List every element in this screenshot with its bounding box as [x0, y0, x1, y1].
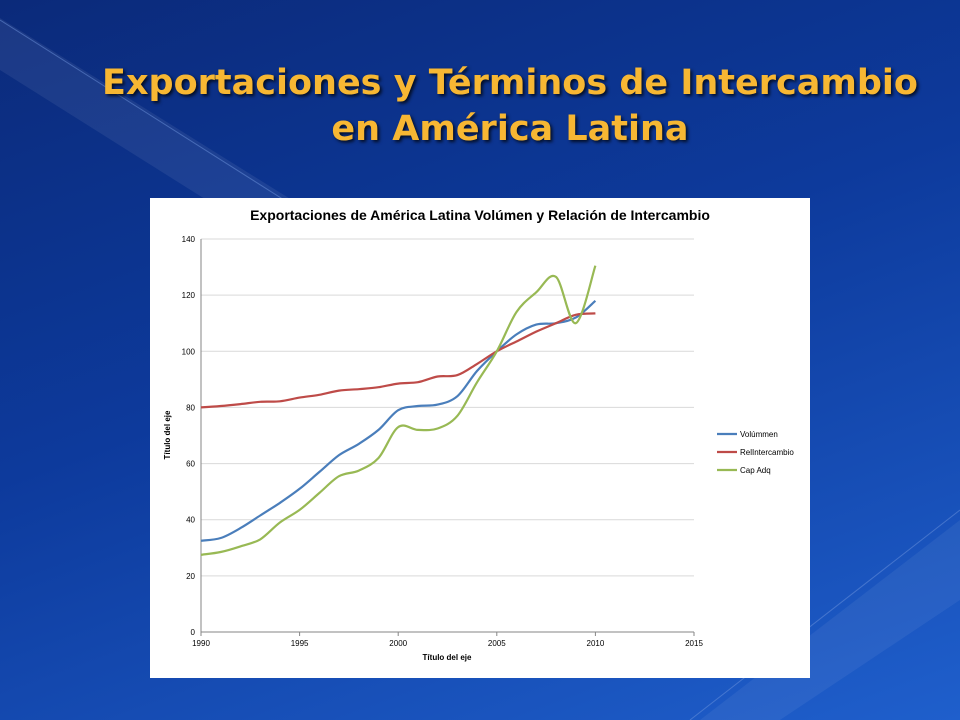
y-tick-label: 120 — [182, 291, 196, 300]
legend: Volúmmen RelIntercambio Cap Adq — [717, 430, 794, 475]
series-line-2 — [200, 312, 596, 409]
y-tick-label: 60 — [186, 460, 195, 469]
chart-title: Exportaciones de América Latina Volúmen … — [250, 207, 710, 223]
series-line-1 — [200, 299, 597, 542]
x-tick-label: 2010 — [587, 639, 605, 648]
y-tick-label: 100 — [182, 347, 196, 356]
x-tick-label: 1995 — [291, 639, 309, 648]
x-tick-label: 2000 — [389, 639, 407, 648]
x-tick-label: 2005 — [488, 639, 506, 648]
legend-label: Volúmmen — [740, 430, 778, 439]
series-line-3 — [200, 265, 597, 556]
slide-title: Exportaciones y Términos de Intercambio … — [100, 60, 920, 152]
legend-label: RelIntercambio — [740, 448, 794, 457]
line-chart: Exportaciones de América Latina Volúmen … — [163, 207, 794, 662]
x-tick-label: 1990 — [192, 639, 210, 648]
x-tick-label: 2015 — [685, 639, 703, 648]
y-tick-label: 40 — [186, 516, 195, 525]
series-lines — [200, 265, 597, 556]
y-tick-label: 0 — [191, 628, 196, 637]
slide-title-line-1: Exportaciones y Términos de Intercambio — [102, 63, 918, 103]
y-tick-label: 20 — [186, 572, 195, 581]
slide-title-line-2: en América Latina — [331, 109, 689, 149]
x-axis-label: Título del eje — [423, 653, 472, 662]
legend-label: Cap Adq — [740, 466, 771, 475]
chart-panel: Exportaciones de América Latina Volúmen … — [150, 198, 810, 678]
y-axis-label: Título del eje — [163, 410, 172, 459]
y-tick-label: 140 — [182, 235, 196, 244]
y-tick-label: 80 — [186, 403, 195, 412]
tick-labels: 0 20 40 60 80 100 120 140 1990 1995 2000 2005 2010 20… — [182, 235, 704, 648]
gridlines — [200, 238, 695, 636]
